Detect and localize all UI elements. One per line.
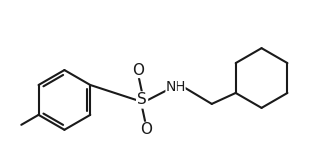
- Text: O: O: [140, 122, 152, 137]
- Text: O: O: [132, 62, 144, 78]
- Text: N: N: [166, 80, 176, 94]
- Text: S: S: [137, 92, 147, 107]
- Text: H: H: [175, 80, 185, 94]
